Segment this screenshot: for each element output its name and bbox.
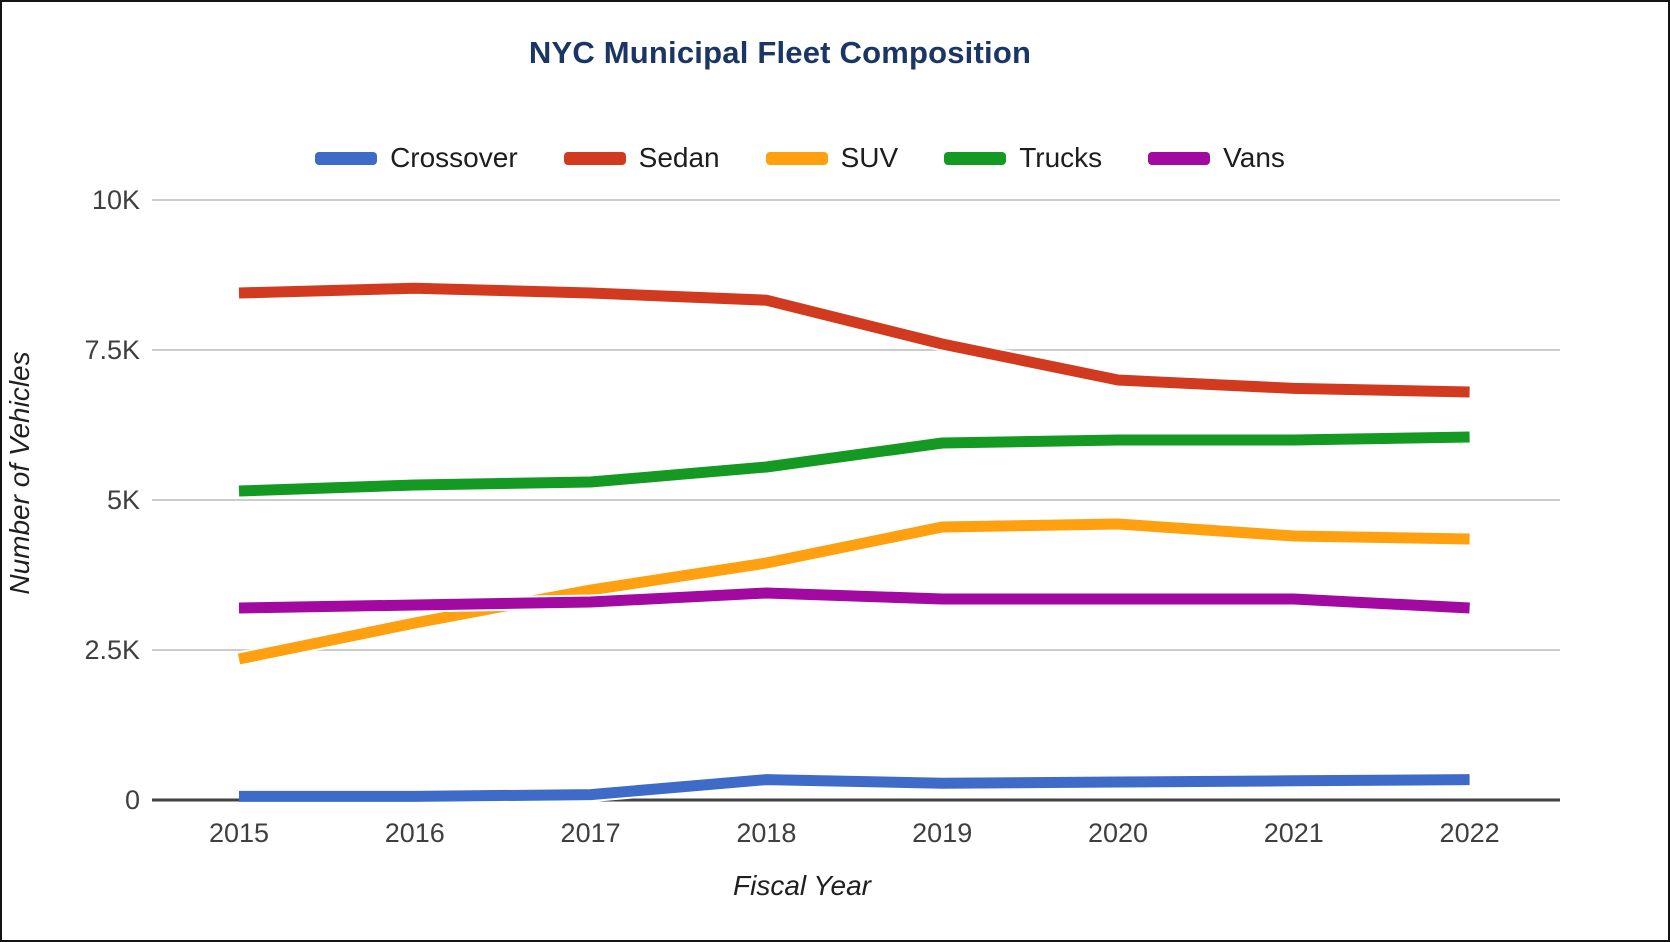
- chart-title: NYC Municipal Fleet Composition: [528, 35, 1032, 70]
- series-line-trucks: [238, 431, 1470, 497]
- legend-swatch-trucks: [944, 151, 1007, 165]
- legend-item-trucks[interactable]: Trucks: [944, 142, 1102, 174]
- y-tick-5K: 5K: [107, 485, 140, 515]
- y-tick-2.5K: 2.5K: [84, 635, 140, 665]
- legend-label: Vans: [1223, 142, 1285, 173]
- legend-label: Sedan: [638, 142, 720, 173]
- legend: Crossover Sedan SUV Trucks Vans: [2, 142, 1598, 174]
- legend-item-crossover[interactable]: Crossover: [315, 142, 518, 174]
- y-tick-10K: 10K: [92, 185, 140, 215]
- series-line-vans: [238, 587, 1470, 614]
- legend-swatch-suv: [765, 151, 828, 165]
- legend-item-sedan[interactable]: Sedan: [563, 142, 720, 174]
- x-tick-2015: 2015: [209, 818, 269, 848]
- x-tick-2019: 2019: [912, 818, 972, 848]
- x-tick-2020: 2020: [1088, 818, 1148, 848]
- legend-swatch-vans: [1148, 151, 1211, 165]
- y-axis-title: Number of Vehicles: [4, 351, 35, 595]
- series-line-crossover: [239, 774, 1470, 802]
- x-axis-title: Fiscal Year: [733, 870, 871, 901]
- legend-label: SUV: [840, 142, 899, 173]
- x-tick-2016: 2016: [385, 818, 445, 848]
- legend-item-vans[interactable]: Vans: [1148, 142, 1285, 174]
- x-tick-2022: 2022: [1440, 818, 1500, 848]
- series-halo-sedan: [238, 280, 1470, 400]
- legend-swatch-sedan: [563, 151, 626, 165]
- series-line-suv: [237, 518, 1470, 665]
- legend-item-suv[interactable]: SUV: [765, 142, 899, 174]
- x-tick-2018: 2018: [736, 818, 796, 848]
- legend-swatch-crossover: [315, 151, 378, 165]
- x-tick-2017: 2017: [561, 818, 621, 848]
- y-tick-7.5K: 7.5K: [84, 335, 140, 365]
- series-line-sedan: [238, 282, 1470, 398]
- y-tick-0: 0: [125, 785, 140, 815]
- legend-label: Trucks: [1019, 142, 1103, 173]
- legend-label: Crossover: [390, 142, 518, 173]
- x-tick-2021: 2021: [1264, 818, 1324, 848]
